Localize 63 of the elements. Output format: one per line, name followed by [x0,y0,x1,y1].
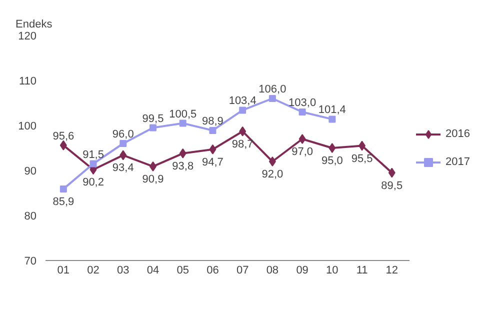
data-label: 89,5 [381,180,403,192]
y-tick-label: 90 [24,166,37,178]
data-label: 93,4 [112,162,134,174]
point [268,156,276,166]
point [120,150,127,160]
data-label: 92,0 [262,168,284,180]
x-tick-label: 11 [356,264,368,276]
data-label: 95,6 [52,130,74,142]
point [358,140,366,151]
y-tick-label: 80 [24,210,37,222]
x-tick-label: 03 [117,264,130,276]
x-tick-label: 02 [87,264,100,276]
point [298,134,306,144]
point [60,185,67,192]
point [209,126,216,134]
data-label: 94,7 [202,156,224,168]
data-label: 93,8 [172,160,194,172]
point [179,120,186,127]
data-label: 95,0 [321,155,343,167]
point [388,168,396,178]
point [120,140,127,147]
legend-label: 2017 [446,156,470,168]
data-label: 106,0 [258,84,286,96]
data-label: 98,9 [202,115,224,128]
data-label: 95,5 [351,152,373,165]
x-tick-label: 09 [296,264,308,276]
point [328,143,336,153]
x-tick-label: 04 [146,264,160,276]
data-label: 85,9 [52,196,74,208]
x-tick-label: 08 [266,264,279,276]
data-label: 99,5 [142,112,164,125]
point [298,108,306,116]
x-tick-label: 01 [57,264,70,276]
data-label: 96,0 [112,128,134,140]
x-tick-label: 07 [236,264,249,276]
data-label: 100,5 [169,108,197,120]
point [268,95,276,102]
point [90,160,97,168]
y-tick-label: 100 [18,120,37,132]
legend-label: 2016 [446,128,470,140]
point [150,124,156,132]
x-tick-label: 12 [386,264,398,276]
y-tick-label: 120 [18,30,37,42]
x-tick-label: 10 [326,264,338,276]
point [239,106,246,114]
data-label: 98,7 [232,138,254,150]
data-label: 101,4 [318,104,346,116]
point [179,148,186,158]
data-label: 90,2 [82,176,104,189]
y-tick-label: 110 [18,76,37,88]
data-label: 90,9 [142,173,164,186]
point [239,126,246,136]
data-label: 103,4 [228,95,256,108]
x-tick-label: 05 [176,264,189,276]
y-tick-label: 70 [24,256,37,268]
data-label: 97,0 [292,146,314,158]
data-label: 103,0 [288,97,316,109]
point [60,140,67,150]
data-label: 91,5 [82,148,104,161]
y-axis-title: Endeks [16,18,53,30]
point [209,144,216,154]
x-tick-label: 06 [206,264,219,276]
point [328,116,336,123]
